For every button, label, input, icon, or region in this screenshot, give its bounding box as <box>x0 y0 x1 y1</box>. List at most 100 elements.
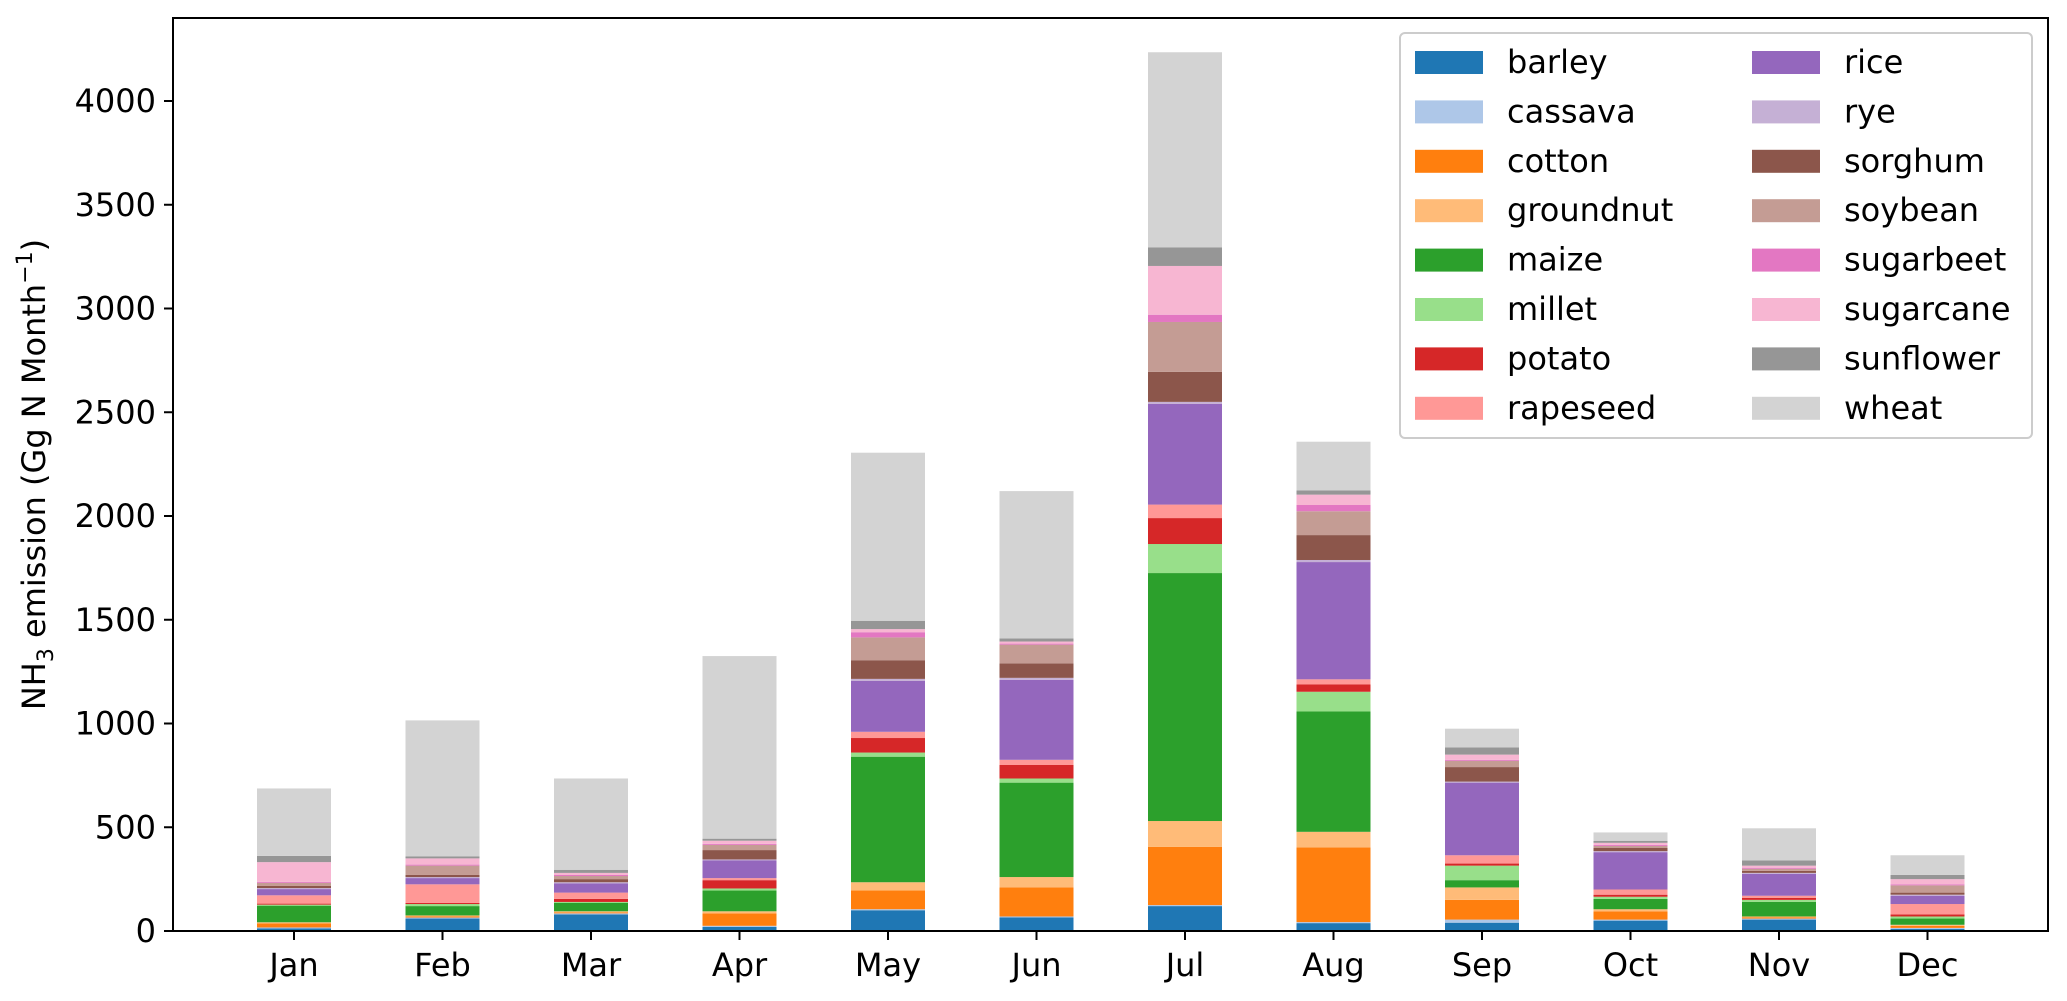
bar-segment-rice-jan <box>257 889 331 896</box>
bar-segment-cotton-oct <box>1593 911 1668 920</box>
bar-stack-dec <box>1890 855 1965 931</box>
bar-segment-cassava-nov <box>1742 918 1816 920</box>
bar-segment-sugarcane-mar <box>554 872 628 875</box>
legend-item-sunflower: sunflower <box>1752 339 2001 377</box>
legend-swatch-rapeseed <box>1415 396 1483 420</box>
legend-swatch-sunflower <box>1752 347 1820 371</box>
bar-segment-cassava-dec <box>1890 927 1965 929</box>
bar-segment-sugarcane-nov <box>1742 865 1816 868</box>
bar-segment-maize-feb <box>405 906 480 916</box>
bar-segment-sugarbeet-jul <box>1148 314 1222 322</box>
bar-segment-soybean-apr <box>702 844 777 851</box>
bar-segment-sorghum-aug <box>1296 535 1371 560</box>
bar-segment-cotton-sep <box>1445 899 1519 920</box>
bar-stack-apr <box>702 656 777 931</box>
bar-segment-rice-may <box>851 680 925 732</box>
bar-segment-soybean-jan <box>257 882 331 886</box>
bar-segment-wheat-mar <box>554 778 628 870</box>
bar-stack-mar <box>554 778 628 931</box>
bar-segment-rapeseed-apr <box>702 878 777 881</box>
bar-segment-sugarcane-sep <box>1445 754 1519 760</box>
y-axis-label-subscript: 3 <box>34 648 59 662</box>
bar-segment-groundnut-apr <box>702 911 777 914</box>
bar-segment-soybean-jul <box>1148 321 1222 372</box>
bar-segment-cassava-mar <box>554 913 628 915</box>
legend-swatch-cotton <box>1415 149 1483 173</box>
x-tick-label-jul: Jul <box>1164 946 1205 984</box>
bar-segment-rye-mar <box>554 882 628 884</box>
bar-segment-sunflower-jul <box>1148 247 1222 266</box>
bar-segment-sugarbeet-apr <box>702 843 777 845</box>
legend-item-groundnut: groundnut <box>1415 191 1673 229</box>
bar-segment-potato-dec <box>1890 914 1965 917</box>
bar-segment-millet-apr <box>702 888 777 891</box>
bar-segment-sugarbeet-may <box>851 632 925 638</box>
bar-segment-sugarcane-jun <box>999 641 1074 644</box>
y-tick-label-2000: 2000 <box>75 497 156 535</box>
bar-segment-sunflower-aug <box>1296 490 1371 495</box>
bar-segment-groundnut-mar <box>554 911 628 913</box>
legend-item-cassava: cassava <box>1415 92 1636 130</box>
bar-segment-rice-aug <box>1296 562 1371 680</box>
y-axis-title: NH3 emission (Gg N Month−1) <box>13 239 59 710</box>
bar-segment-rice-apr <box>702 860 777 879</box>
bar-segment-sorghum-mar <box>554 879 628 883</box>
bar-segment-maize-mar <box>554 902 628 912</box>
legend-label-rapeseed: rapeseed <box>1507 389 1656 427</box>
bar-segment-cassava-feb <box>405 917 480 919</box>
bar-segment-barley-jun <box>999 917 1074 931</box>
bar-segment-sugarbeet-jun <box>999 643 1074 645</box>
legend-item-millet: millet <box>1415 290 1597 328</box>
bar-segment-rye-aug <box>1296 559 1371 563</box>
y-axis-label-main: emission (Gg N Month <box>15 284 53 648</box>
bar-segment-sugarbeet-sep <box>1445 759 1519 761</box>
bar-segment-sugarbeet-nov <box>1742 867 1816 869</box>
bar-segment-sugarcane-oct <box>1593 842 1668 845</box>
legend-item-cotton: cotton <box>1415 142 1609 180</box>
bar-segment-cassava-jun <box>999 916 1074 918</box>
bar-segment-maize-aug <box>1296 711 1371 832</box>
bar-segment-cotton-feb <box>405 916 480 918</box>
bar-segment-soybean-aug <box>1296 511 1371 536</box>
bar-segment-soybean-sep <box>1445 760 1519 768</box>
legend-label-groundnut: groundnut <box>1507 191 1673 229</box>
legend-item-sorghum: sorghum <box>1752 142 1985 180</box>
x-tick-label-dec: Dec <box>1897 946 1959 984</box>
bar-stack-may <box>851 452 925 931</box>
bar-segment-millet-jul <box>1148 544 1222 574</box>
plot-frame <box>172 17 2049 932</box>
bar-segment-rye-jun <box>999 677 1074 680</box>
legend-label-rice: rice <box>1844 43 1903 81</box>
y-tick-label-1000: 1000 <box>75 705 156 743</box>
bar-segment-sugarbeet-dec <box>1890 884 1965 886</box>
y-tick-label-3500: 3500 <box>75 186 156 224</box>
bar-segment-sugarbeet-oct <box>1593 844 1668 846</box>
bar-stack-sep <box>1445 728 1519 931</box>
legend-label-barley: barley <box>1507 43 1608 81</box>
bar-segment-rice-mar <box>554 883 628 893</box>
bar-segment-cotton-may <box>851 890 925 910</box>
y-tick-label-1500: 1500 <box>75 601 156 639</box>
bar-segment-rye-jul <box>1148 401 1222 404</box>
bar-segment-maize-apr <box>702 890 777 912</box>
legend-label-potato: potato <box>1507 339 1611 377</box>
bar-segment-sugarcane-apr <box>702 840 777 844</box>
bar-segment-rye-feb <box>405 877 480 879</box>
bar-segment-wheat-jun <box>999 491 1074 639</box>
bar-segment-sugarcane-jul <box>1148 265 1222 315</box>
bar-segment-groundnut-may <box>851 882 925 891</box>
bar-segment-maize-jun <box>999 782 1074 878</box>
bar-segment-sunflower-sep <box>1445 747 1519 755</box>
bar-segment-cassava-jan <box>257 927 331 929</box>
legend-label-cassava: cassava <box>1507 92 1636 130</box>
x-tick-label-jan: Jan <box>267 946 318 984</box>
bar-segment-sunflower-dec <box>1890 874 1965 880</box>
bar-segment-cassava-sep <box>1445 919 1519 923</box>
legend-label-sugarbeet: sugarbeet <box>1844 241 2006 279</box>
bar-segment-barley-apr <box>702 926 777 931</box>
bar-segment-wheat-feb <box>405 720 480 857</box>
bar-segment-barley-nov <box>1742 919 1816 931</box>
bar-segment-potato-mar <box>554 898 628 902</box>
bar-segment-sugarbeet-jan <box>257 881 331 883</box>
bar-segment-wheat-apr <box>702 656 777 839</box>
